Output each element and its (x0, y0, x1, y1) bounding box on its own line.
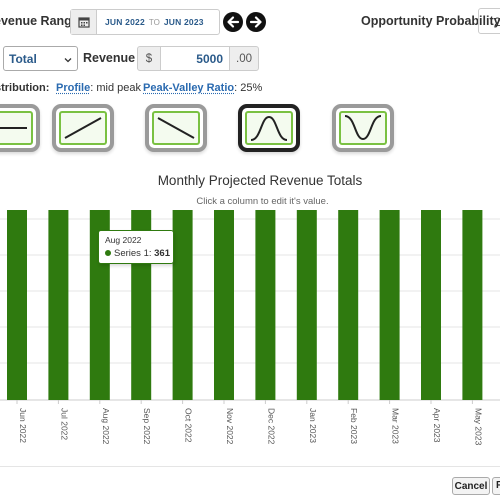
footer-divider (0, 466, 500, 467)
chart-bar[interactable] (338, 210, 359, 400)
chart-bar[interactable] (462, 210, 483, 400)
profile-value: : mid peak (90, 82, 141, 94)
date-range-picker[interactable]: JUN 2022 TO JUN 2023 (70, 9, 220, 35)
profile-group: Profile: mid peak (56, 82, 141, 94)
date-from[interactable]: JUN 2022 (105, 17, 145, 27)
peak-valley-ratio-link[interactable]: Peak-Valley Ratio (143, 82, 235, 94)
shape-button-rising[interactable] (52, 104, 114, 152)
revenue-type-value: Total (9, 52, 37, 66)
chart-bar[interactable] (379, 210, 400, 401)
currency-addon: $ (137, 46, 161, 71)
x-tick-label: Feb 2023 (349, 408, 359, 444)
tooltip-value: 361 (154, 248, 170, 259)
date-to[interactable]: JUN 2023 (163, 17, 204, 27)
chart-bar[interactable] (421, 210, 441, 401)
x-tick-label: Jun 2022 (18, 408, 28, 443)
mid-peak-icon (250, 115, 288, 141)
chart-title: Monthly Projected Revenue Totals (157, 173, 363, 188)
chart-bar[interactable] (214, 210, 234, 400)
x-tick-label: Nov 2022 (225, 408, 235, 445)
shape-button-mid-valley[interactable] (332, 104, 394, 152)
cancel-button[interactable]: Cancel (452, 477, 490, 495)
x-tick-label: Apr 2023 (432, 408, 442, 443)
revenue-type-select[interactable]: Total (3, 46, 78, 71)
revenue-amount-input[interactable]: 5000 (161, 46, 229, 71)
revenue-amount-group: $ 5000 .00 (137, 46, 259, 71)
peak-valley-ratio-value: : 25% (234, 82, 263, 94)
chart-subtitle: Click a column to edit it's value. (196, 196, 329, 207)
falling-line-icon (157, 117, 195, 139)
x-tick-label: Jul 2022 (59, 408, 69, 440)
opportunity-probability-input[interactable]: 2 (478, 8, 500, 34)
peak-valley-group: Peak-Valley Ratio: 25% (143, 82, 262, 94)
chart-bar[interactable] (7, 210, 27, 400)
chart-x-labels: Jun 2022 Jul 2022 Aug 2022 Sep 2022 Oct 2022… (16, 400, 483, 446)
revenue-row: Total Revenue is $ 5000 .00 (0, 46, 500, 72)
profile-link[interactable]: Profile (56, 82, 91, 94)
flat-line-icon (0, 127, 27, 129)
calendar-icon[interactable] (71, 10, 97, 34)
chart-bar[interactable] (255, 210, 276, 400)
shape-button-falling[interactable] (145, 104, 207, 152)
tooltip-date: Aug 2022 (105, 235, 142, 245)
x-tick-label: Oct 2022 (184, 408, 194, 443)
x-tick-label: Sep 2022 (142, 408, 152, 445)
distribution-label: stribution: (0, 82, 50, 94)
chart-bar[interactable] (48, 210, 69, 400)
x-tick-label: Dec 2022 (266, 408, 276, 445)
chevron-down-icon (64, 58, 72, 63)
chart-bar[interactable] (296, 210, 317, 400)
revenue-range-row: evenue Range JUN 2022 TO JUN 2023 Opport… (0, 8, 500, 36)
cents-addon: .00 (229, 46, 259, 71)
tooltip-row: Series 1: 361 (105, 248, 170, 259)
x-tick-label: Aug 2022 (101, 408, 111, 445)
x-tick-label: Mar 2023 (391, 408, 401, 444)
chart-bars (7, 210, 483, 401)
secondary-button[interactable]: R (492, 477, 500, 495)
shape-button-flat[interactable] (0, 104, 40, 152)
opportunity-probability-label: Opportunity Probability (361, 14, 500, 28)
x-tick-label: Jan 2023 (308, 408, 318, 443)
mid-valley-icon (344, 115, 382, 141)
series-dot-icon (105, 250, 111, 257)
x-tick-label: May 2023 (473, 408, 483, 446)
rising-line-icon (64, 117, 102, 139)
previous-arrow-icon[interactable] (223, 12, 243, 32)
date-to-word: TO (148, 17, 160, 27)
shape-button-mid-peak[interactable] (238, 104, 300, 152)
revenue-bar-chart: Jun 2022 Jul 2022 Aug 2022 Sep 2022 Oct 2022… (0, 210, 500, 446)
revenue-is-label: Revenue is (83, 51, 150, 65)
chart-bar[interactable] (172, 210, 193, 400)
next-arrow-icon[interactable] (246, 12, 266, 32)
chart-gridlines (0, 218, 500, 401)
chart-tooltip: Aug 2022 Series 1: 361 (98, 230, 174, 264)
distribution-row: stribution: Profile: mid peak Peak-Valle… (0, 82, 500, 98)
tooltip-series-label: Series 1: (114, 248, 155, 259)
revenue-range-label: evenue Range (0, 14, 79, 28)
